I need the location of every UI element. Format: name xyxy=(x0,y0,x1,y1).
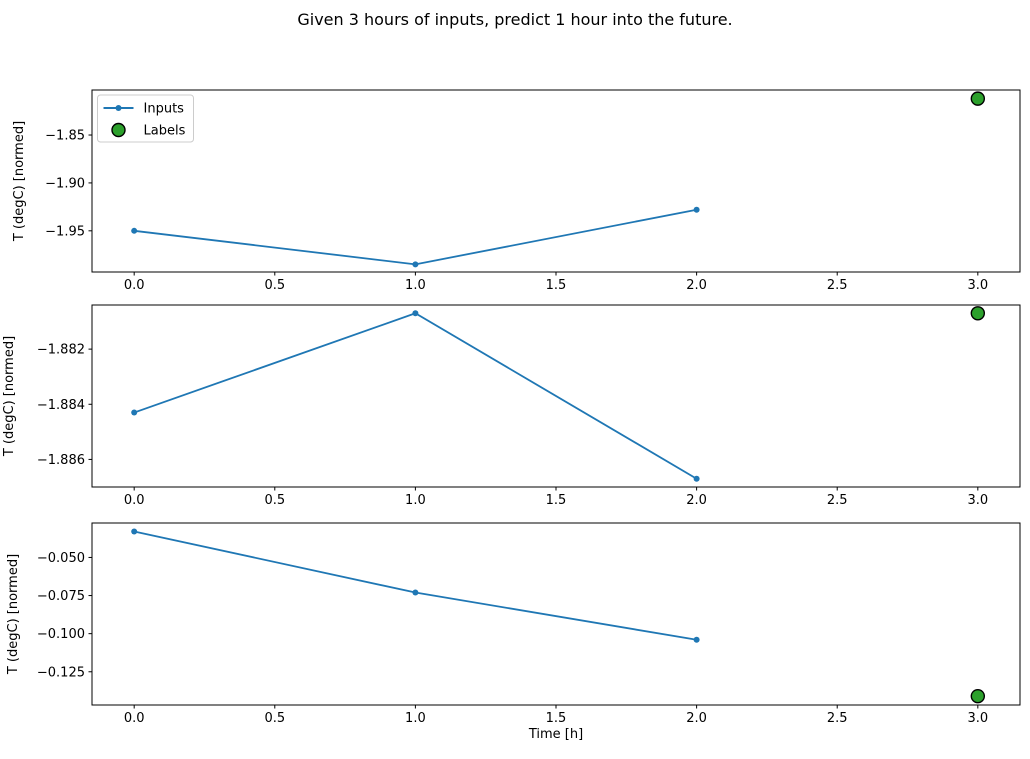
label-point-marker xyxy=(970,688,986,704)
input-point-marker xyxy=(412,310,419,317)
x-tick-label: 3.0 xyxy=(967,711,988,726)
x-tick-label: 0.0 xyxy=(124,278,145,293)
inputs-line xyxy=(133,530,697,641)
x-axis-label: Time [h] xyxy=(528,727,583,742)
x-tick-label: 1.5 xyxy=(546,711,567,726)
input-point-marker xyxy=(412,261,419,268)
x-tick-label: 1.0 xyxy=(405,711,426,726)
axes-frame xyxy=(91,89,1021,273)
y-tick-label: −0.125 xyxy=(37,665,85,680)
input-point-marker xyxy=(693,475,700,482)
input-point-marker xyxy=(131,409,138,416)
legend-entry-label: Labels xyxy=(144,124,186,139)
input-point-marker xyxy=(412,589,419,596)
y-tick-label: −1.886 xyxy=(37,453,85,468)
y-axis-label: T (degC) [normed] xyxy=(6,554,21,675)
x-tick-label: 2.0 xyxy=(686,493,707,508)
y-tick-label: −1.85 xyxy=(45,129,85,144)
x-tick-label: 3.0 xyxy=(967,493,988,508)
inputs-line xyxy=(133,312,698,480)
x-tick-label: 2.0 xyxy=(686,278,707,293)
y-tick-label: −1.90 xyxy=(45,176,85,191)
subplot-1: 0.0 0.5 1.0 1.5 2.0 2.5 3.0 −1.85 −1.90 −1.95 T (d… xyxy=(12,89,1021,293)
label-point-marker xyxy=(970,306,986,321)
y-axis-label: T (degC) [normed] xyxy=(2,336,17,457)
x-tick-label: 0.0 xyxy=(124,711,145,726)
x-tick-label: 0.0 xyxy=(124,493,145,508)
subplot-2: 0.0 0.5 1.0 1.5 2.0 2.5 3.0 −1.882 −1.884 −1.886 T… xyxy=(2,304,1021,508)
y-tick-label: −0.100 xyxy=(37,627,85,642)
x-tick-label: 0.5 xyxy=(264,493,285,508)
x-tick-label: 1.5 xyxy=(546,493,567,508)
x-tick-label: 0.5 xyxy=(264,278,285,293)
legend-labels-marker-icon xyxy=(111,122,126,138)
inputs-line xyxy=(134,208,697,266)
y-tick-label: −0.075 xyxy=(37,589,85,604)
x-tick-label: 1.0 xyxy=(405,278,426,293)
subplot-3: 0.0 0.5 1.0 1.5 2.0 2.5 3.0 −0.050 −0.075 −0.100 −… xyxy=(6,522,1021,742)
input-point-marker xyxy=(693,206,700,213)
y-tick-label: −1.884 xyxy=(37,398,85,413)
input-point-marker xyxy=(131,528,138,535)
figure-title: Given 3 hours of inputs, predict 1 hour … xyxy=(297,10,733,29)
axes-frame xyxy=(91,522,1021,706)
y-tick-label: −0.050 xyxy=(37,551,85,566)
input-point-marker xyxy=(131,227,138,234)
x-tick-label: 2.5 xyxy=(827,493,848,508)
x-tick-label: 2.5 xyxy=(827,711,848,726)
y-tick-label: −1.882 xyxy=(37,343,85,358)
x-tick-label: 3.0 xyxy=(967,278,988,293)
y-axis-label: T (degC) [normed] xyxy=(12,121,27,242)
input-point-marker xyxy=(693,636,700,643)
y-tick-label: −1.95 xyxy=(45,224,85,239)
x-tick-label: 2.0 xyxy=(686,711,707,726)
label-point-marker xyxy=(970,91,986,106)
legend-entry-label: Inputs xyxy=(144,102,185,117)
x-tick-label: 1.0 xyxy=(405,493,426,508)
x-tick-label: 1.5 xyxy=(546,278,567,293)
x-tick-label: 2.5 xyxy=(827,278,848,293)
legend-inputs-marker-icon xyxy=(115,105,122,111)
x-tick-label: 0.5 xyxy=(264,711,285,726)
